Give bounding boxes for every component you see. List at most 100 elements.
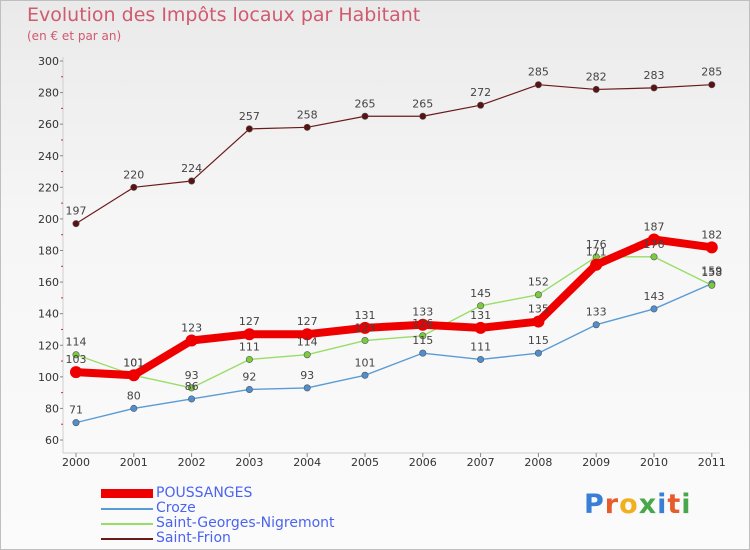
data-point-poussanges [70, 366, 82, 379]
x-tick-label: 2011 [698, 456, 726, 469]
data-label-poussanges: 127 [297, 315, 318, 328]
data-label-saint-frion: 224 [181, 162, 202, 175]
data-label-croze: 115 [412, 334, 433, 347]
data-point-poussanges [301, 328, 314, 341]
data-point-saint-frion [361, 112, 369, 120]
x-tick-label: 2001 [120, 456, 148, 469]
data-point-saint-frion [592, 85, 600, 93]
data-label-poussanges: 101 [123, 356, 144, 369]
data-label-croze: 115 [528, 334, 549, 347]
y-tick-label: 280 [38, 87, 59, 100]
data-point-poussanges [127, 369, 140, 382]
data-label-saint-frion: 285 [701, 66, 722, 79]
data-label-saint-frion: 282 [586, 70, 607, 83]
legend-label-saint-georges-nigremont: Saint-Georges-Nigremont [156, 515, 335, 531]
data-label-saint-frion: 258 [297, 108, 318, 121]
data-label-saint-georges-nigremont: 114 [66, 336, 87, 349]
data-label-saint-frion: 257 [239, 110, 260, 123]
data-point-saint-georges-nigremont [650, 253, 658, 261]
data-label-croze: 133 [586, 306, 607, 319]
x-tick-label: 2003 [235, 456, 263, 469]
legend-swatch-saint-georges-nigremont [101, 523, 153, 525]
data-label-croze: 101 [355, 356, 376, 369]
data-point-saint-georges-nigremont [245, 355, 253, 363]
data-label-saint-georges-nigremont: 123 [355, 322, 376, 335]
data-point-saint-georges-nigremont [419, 332, 427, 340]
data-point-poussanges [705, 241, 718, 254]
x-tick-label: 2002 [178, 456, 206, 469]
data-label-saint-georges-nigremont: 114 [297, 336, 318, 349]
y-tick-label: 100 [38, 371, 59, 384]
data-label-saint-frion: 265 [355, 97, 376, 110]
legend-swatch-poussanges [101, 489, 153, 498]
chart-subtitle: (en € et par an) [27, 29, 122, 43]
data-point-saint-frion [650, 84, 658, 92]
chart-title: Evolution des Impôts locaux par Habitant [27, 4, 421, 26]
data-label-croze: 86 [185, 380, 199, 393]
data-label-poussanges: 135 [528, 303, 549, 316]
data-label-poussanges: 131 [470, 309, 491, 322]
data-point-croze [130, 404, 138, 412]
data-label-poussanges: 123 [181, 322, 202, 335]
data-point-croze [361, 371, 369, 379]
x-tick-label: 2009 [582, 456, 610, 469]
data-label-poussanges: 131 [355, 309, 376, 322]
line-chart: 60 80 100 120 140 160 180 200 220 240 260 280 300 200… [38, 55, 726, 469]
data-label-saint-georges-nigremont: 145 [470, 287, 491, 300]
data-point-croze [188, 395, 196, 403]
data-point-saint-frion [303, 123, 311, 131]
data-label-poussanges: 171 [586, 246, 607, 259]
y-tick-label: 140 [38, 308, 59, 321]
data-point-saint-frion [130, 183, 138, 191]
legend-label-poussanges: POUSSANGES [156, 485, 253, 501]
y-tick-label: 60 [45, 434, 59, 447]
legend-swatch-saint-frion [101, 538, 153, 540]
data-point-croze [72, 419, 80, 427]
data-point-saint-frion [477, 101, 485, 109]
data-point-poussanges [474, 321, 487, 334]
data-point-poussanges [590, 258, 603, 271]
data-label-saint-georges-nigremont: 158 [701, 266, 722, 279]
data-label-saint-frion: 265 [412, 97, 433, 110]
x-tick-label: 2000 [62, 456, 90, 469]
data-label-saint-georges-nigremont: 152 [528, 276, 549, 289]
data-label-saint-georges-nigremont: 176 [644, 238, 665, 251]
data-label-croze: 92 [242, 370, 256, 383]
data-point-saint-georges-nigremont [188, 384, 196, 392]
x-tick-label: 2010 [640, 456, 668, 469]
data-label-poussanges: 187 [644, 220, 665, 233]
y-tick-label: 120 [38, 339, 59, 352]
y-tick-label: 180 [38, 245, 59, 258]
data-point-croze [592, 321, 600, 329]
x-tick-label: 2007 [467, 456, 495, 469]
y-tick-label: 200 [38, 213, 59, 226]
data-point-poussanges [359, 321, 371, 334]
data-point-saint-frion [245, 125, 253, 133]
data-point-poussanges [532, 315, 545, 328]
data-label-saint-frion: 272 [470, 86, 491, 99]
data-point-saint-frion [534, 81, 542, 89]
data-label-croze: 80 [127, 389, 141, 402]
proxiti-logo: Proxiti [584, 489, 692, 520]
series-line-poussanges [72, 235, 716, 380]
data-point-croze [245, 385, 253, 393]
y-tick-label: 80 [45, 402, 59, 415]
data-point-saint-georges-nigremont [303, 351, 311, 359]
y-tick-label: 220 [38, 181, 59, 194]
data-point-poussanges [185, 334, 198, 347]
data-label-poussanges: 182 [701, 228, 722, 241]
data-label-saint-georges-nigremont: 93 [185, 369, 199, 382]
data-label-croze: 71 [69, 404, 83, 417]
legend-label-croze: Croze [156, 500, 196, 516]
data-label-croze: 159 [701, 265, 722, 278]
data-point-poussanges [416, 318, 429, 331]
data-point-saint-georges-nigremont [534, 291, 542, 299]
data-point-saint-frion [419, 112, 427, 120]
data-point-croze [477, 355, 485, 363]
data-point-saint-georges-nigremont [477, 302, 485, 310]
data-label-saint-georges-nigremont: 126 [412, 317, 433, 330]
data-point-croze [650, 305, 658, 313]
data-point-saint-georges-nigremont [361, 337, 369, 345]
y-tick-label: 300 [38, 55, 59, 68]
